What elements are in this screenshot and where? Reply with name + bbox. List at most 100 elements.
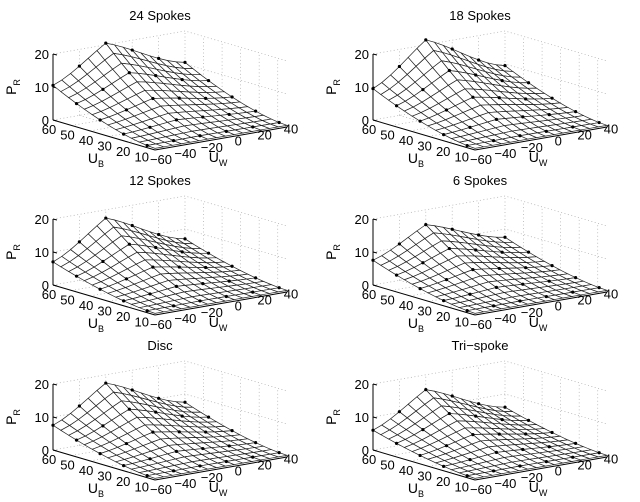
- uw-tick-label: 40: [284, 122, 298, 137]
- uw-tick-label: 40: [284, 452, 298, 467]
- ub-tick-label: 40: [399, 463, 413, 478]
- uw-tick-label: −40: [494, 311, 516, 326]
- uw-tick-label: 0: [235, 464, 242, 479]
- uw-tick-label: 20: [257, 128, 271, 143]
- ub-tick-label: 30: [97, 468, 111, 483]
- z-tick-label: 10: [35, 245, 49, 260]
- ub-tick-label: 30: [97, 138, 111, 153]
- ub-tick-label: 30: [417, 468, 431, 483]
- z-axis-label: PR: [323, 79, 342, 95]
- ub-tick-label: 50: [380, 127, 394, 142]
- uw-tick-label: −60: [470, 317, 492, 332]
- uw-tick-label: −20: [201, 305, 223, 320]
- z-tick-label: 10: [35, 410, 49, 425]
- surface-plot-panel: 12 Spokes 0 10 20 10 20 30 40 50 60 −60 −40 −20 0 20 40…: [3, 173, 298, 334]
- uw-tick-label: −60: [150, 152, 172, 167]
- z-axis-label: PR: [3, 79, 22, 95]
- ub-tick-label: 60: [42, 452, 56, 467]
- uw-axis: [154, 126, 288, 151]
- z-tick-label: 0: [362, 113, 369, 128]
- ub-axis-label: UB: [408, 150, 424, 169]
- ub-tick-label: 10: [454, 149, 468, 164]
- ub-axis-label: UB: [408, 480, 424, 499]
- panel-title: 18 Spokes: [449, 8, 511, 23]
- panel-title: Disc: [147, 338, 173, 353]
- panel-title: 24 Spokes: [129, 8, 191, 23]
- ub-tick-label: 30: [97, 303, 111, 318]
- uw-tick-label: −20: [521, 470, 543, 485]
- z-axis-label: PR: [3, 409, 22, 425]
- uw-tick-label: 0: [555, 299, 562, 314]
- ub-tick-label: 10: [134, 479, 148, 494]
- z-axis-label: PR: [323, 244, 342, 260]
- z-axis-label: PR: [323, 409, 342, 425]
- uw-tick-label: −20: [521, 305, 543, 320]
- uw-tick-label: −60: [470, 152, 492, 167]
- ub-tick-label: 20: [436, 309, 450, 324]
- surface-plot-panel: Disc 0 10 20 10 20 30 40 50 60 −60 −40 −20 0 20 40 PR UB U…: [3, 338, 298, 499]
- uw-tick-label: 40: [604, 122, 618, 137]
- ub-tick-label: 20: [436, 474, 450, 489]
- ub-axis: [52, 284, 156, 316]
- uw-tick-label: −60: [470, 482, 492, 497]
- uw-axis-label: UW: [209, 149, 228, 168]
- uw-axis-label: UW: [529, 479, 548, 498]
- uw-axis-label: UW: [529, 149, 548, 168]
- uw-tick-label: 0: [235, 134, 242, 149]
- z-tick-label: 10: [355, 245, 369, 260]
- ub-axis: [372, 284, 476, 316]
- z-axis-label: PR: [3, 244, 22, 260]
- uw-tick-label: 20: [577, 458, 591, 473]
- surface-mesh: [52, 217, 288, 314]
- uw-axis-label: UW: [209, 314, 228, 333]
- surface-plot-panel: Tri−spoke 0 10 20 10 20 30 40 50 60 −60 −40 −20 0 20 40…: [323, 338, 618, 499]
- ub-tick-label: 40: [79, 133, 93, 148]
- uw-tick-label: 40: [604, 287, 618, 302]
- data-markers: [371, 38, 601, 148]
- z-tick-label: 0: [42, 443, 49, 458]
- ub-tick-label: 20: [116, 144, 130, 159]
- ub-tick-label: 20: [116, 309, 130, 324]
- uw-tick-label: 20: [577, 128, 591, 143]
- ub-tick-label: 60: [362, 452, 376, 467]
- ub-tick-label: 30: [417, 138, 431, 153]
- uw-axis: [154, 291, 288, 316]
- uw-tick-label: 20: [577, 293, 591, 308]
- surface-plot-panel: 6 Spokes 0 10 20 10 20 30 40 50 60 −60 −40 −20 0 20 40 P…: [323, 173, 618, 334]
- uw-axis: [154, 456, 288, 481]
- z-tick-label: 20: [35, 212, 49, 227]
- ub-tick-label: 40: [399, 298, 413, 313]
- ub-tick-label: 50: [380, 457, 394, 472]
- data-markers: [51, 216, 281, 313]
- uw-axis: [474, 126, 608, 151]
- ub-tick-label: 60: [362, 287, 376, 302]
- ub-tick-label: 40: [79, 298, 93, 313]
- z-tick-label: 0: [362, 443, 369, 458]
- ub-tick-label: 50: [60, 292, 74, 307]
- ub-tick-label: 50: [380, 292, 394, 307]
- panel-title: Tri−spoke: [452, 338, 509, 353]
- surface-mesh: [372, 39, 609, 149]
- ub-tick-label: 60: [42, 122, 56, 137]
- uw-tick-label: −60: [150, 482, 172, 497]
- data-markers: [371, 388, 601, 478]
- panel-title: 6 Spokes: [453, 173, 508, 188]
- ub-tick-label: 60: [362, 122, 376, 137]
- uw-tick-label: −20: [521, 140, 543, 155]
- z-tick-label: 20: [355, 377, 369, 392]
- ub-axis: [372, 119, 476, 151]
- z-tick-label: 0: [42, 113, 49, 128]
- ub-tick-label: 30: [417, 303, 431, 318]
- surface-plot-panel: 18 Spokes 0 10 20 10 20 30 40 50 60 −60 −40 −20 0 20 40…: [323, 8, 618, 169]
- ub-tick-label: 10: [454, 479, 468, 494]
- uw-tick-label: −40: [174, 311, 196, 326]
- ub-axis-label: UB: [408, 315, 424, 334]
- panel-title: 12 Spokes: [129, 173, 191, 188]
- z-tick-label: 20: [355, 212, 369, 227]
- uw-tick-label: 0: [235, 299, 242, 314]
- uw-axis-label: UW: [209, 479, 228, 498]
- uw-axis: [474, 291, 608, 316]
- uw-axis: [474, 456, 608, 481]
- uw-tick-label: 40: [284, 287, 298, 302]
- uw-tick-label: −40: [174, 146, 196, 161]
